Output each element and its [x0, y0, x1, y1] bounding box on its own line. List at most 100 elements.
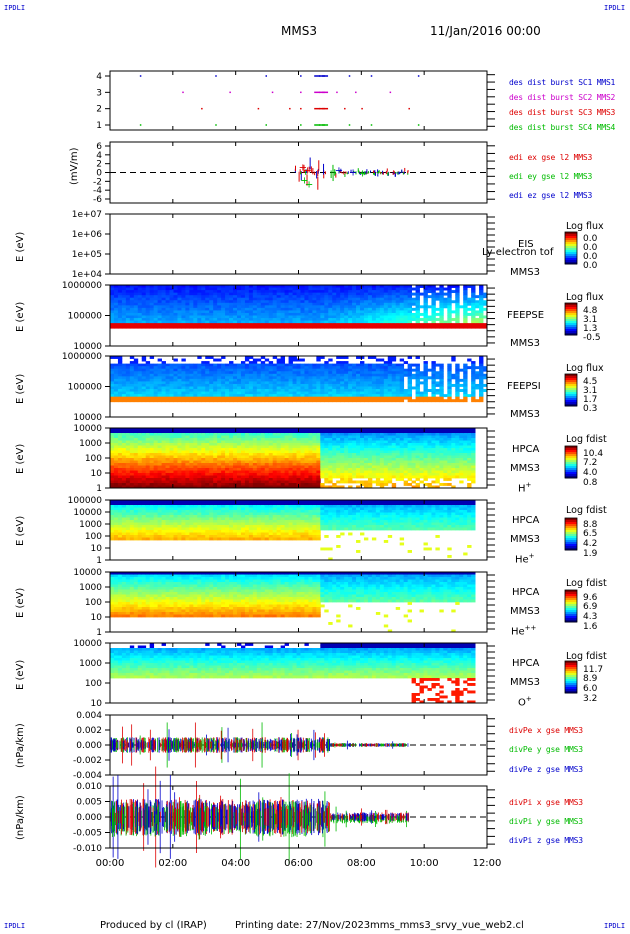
feepsi-cell: [399, 373, 405, 377]
hpca_h-cell: [256, 433, 262, 436]
feepsi-cell: [447, 391, 452, 395]
hpca_h-cell: [173, 438, 178, 441]
feepsi-cell: [268, 383, 274, 387]
feepsi-cell: [233, 368, 238, 372]
feepse-cell: [173, 312, 178, 316]
feepsi-cell: [268, 378, 274, 382]
feepse-cell: [133, 312, 139, 316]
feepse-cell: [391, 315, 397, 319]
hpca_h-cell: [233, 445, 238, 449]
feepsi-cell: [110, 356, 115, 359]
hpca_h-cell: [221, 438, 226, 441]
hpca_h-cell: [236, 470, 242, 474]
feepse-cell: [284, 320, 289, 324]
feepse-cell: [479, 305, 484, 309]
feepsi-cell: [431, 396, 436, 400]
feepse-cell: [133, 297, 139, 301]
feepse-cell: [256, 307, 262, 311]
hpca_h-cell: [173, 485, 178, 489]
hpca_h-cell: [129, 435, 135, 439]
feepse-cell: [431, 312, 436, 316]
feepsi-cell: [252, 389, 258, 392]
hpca_h-cell: [169, 440, 174, 444]
feepsi-cell: [201, 394, 206, 398]
feepse-cell: [407, 290, 412, 294]
hpca_h-cell: [280, 473, 286, 476]
feepsi-cell: [260, 396, 266, 400]
hpca_h-cell: [292, 443, 297, 446]
hpca_h-cell: [268, 460, 274, 464]
feepse-cell: [137, 297, 143, 301]
feepsi-cell: [316, 371, 321, 375]
feepse-cell: [367, 307, 373, 311]
feepse-cell: [244, 320, 250, 324]
feepsi-cell: [352, 378, 357, 382]
hpca_h-cell: [185, 478, 190, 481]
hpca_h-cell: [169, 435, 174, 439]
hpca_h-cell: [316, 435, 321, 439]
hpca_h-cell: [252, 463, 258, 466]
feepsi-cell: [379, 394, 385, 398]
feepse-cell: [328, 305, 333, 309]
hpca_h-cell: [367, 443, 373, 446]
feepse-cell: [129, 300, 135, 304]
hpca_h-cell: [221, 455, 226, 459]
feepse-cell: [268, 307, 274, 311]
feepse-cell: [304, 285, 309, 288]
feepse-cell: [292, 315, 297, 319]
feepse-cell: [181, 323, 186, 327]
feepse-cell: [264, 292, 270, 296]
feepse-cell: [145, 295, 151, 299]
hpca_h-cell: [300, 478, 305, 481]
feepsi-cell: [320, 363, 325, 367]
feepse-cell: [185, 297, 190, 301]
feepsi-cell: [407, 366, 412, 370]
feepse-cell: [399, 295, 405, 299]
hpca_h-cell: [157, 430, 162, 434]
feepse-cell: [137, 315, 143, 319]
feepsi-cell: [205, 361, 210, 365]
feepse-cell: [165, 320, 170, 324]
feepsi-cell: [363, 366, 369, 370]
feepsi-cell: [391, 389, 397, 392]
feepse-cell: [427, 285, 432, 288]
feepse-cell: [181, 297, 186, 301]
feepse-cell: [256, 295, 262, 299]
hpca_h-cell: [379, 450, 385, 454]
hpca_h-cell: [141, 430, 147, 434]
feepse-cell: [129, 287, 135, 291]
hpca_h-cell: [292, 475, 297, 479]
feepse-cell: [165, 315, 170, 319]
hpca_h-cell: [296, 478, 301, 481]
hpca_h-cell: [169, 485, 174, 489]
feepsi-cell: [371, 399, 377, 403]
hpca_h-cell: [153, 440, 159, 444]
feepsi-cell: [133, 386, 139, 390]
hpca_h-cell: [344, 478, 349, 481]
hpca_h-cell: [312, 428, 317, 431]
hpca_h-cell: [205, 458, 210, 461]
hpca_h-cell: [141, 478, 147, 481]
hpca_h-cell: [181, 430, 186, 434]
hpca_h-cell: [217, 448, 222, 451]
hpca_h-cell: [324, 470, 329, 474]
feepsi-cell: [479, 399, 484, 403]
feepse-cell: [229, 295, 234, 299]
eis-cbar-swatch: [565, 232, 577, 235]
feepse-cell: [209, 290, 214, 294]
feepsi-cell: [165, 389, 170, 392]
feepse-cbar-swatch: [565, 307, 577, 310]
feepsi-cell: [161, 371, 166, 375]
hpca_h-cell: [161, 450, 166, 454]
feepsi-cell: [276, 378, 282, 382]
feepsi-cell: [415, 356, 420, 359]
feepsi-cell: [233, 381, 238, 385]
hpca_h-cell: [213, 455, 218, 459]
hpca_h-cell: [141, 475, 147, 479]
hpca_h-cell: [276, 430, 282, 434]
feepsi-cell: [157, 386, 162, 390]
feepse-cell: [419, 318, 424, 321]
feepse-cell: [312, 297, 317, 301]
feepsi-cell: [264, 358, 270, 362]
feepse-cell: [471, 285, 476, 288]
